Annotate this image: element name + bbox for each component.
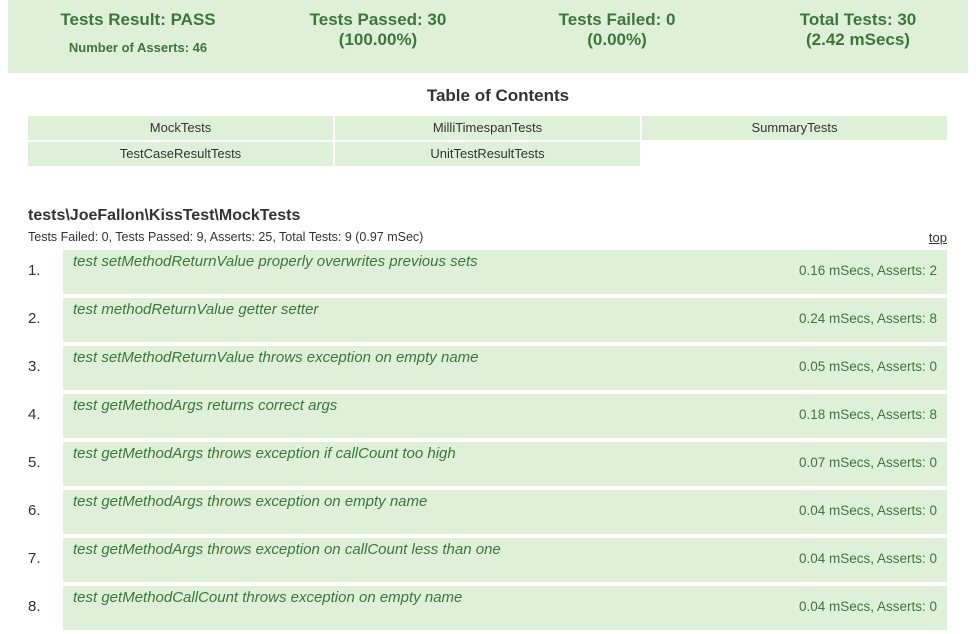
- test-row: 3. test setMethodReturnValue throws exce…: [28, 346, 947, 390]
- toc-link[interactable]: UnitTestResultTests: [335, 142, 640, 166]
- test-number: 7.: [28, 550, 41, 567]
- test-time: 0.04 mSecs, Asserts: 0: [798, 551, 937, 566]
- test-result-box: test methodReturnValue getter setter 0.2…: [63, 298, 947, 342]
- test-number: 2.: [28, 310, 41, 327]
- test-time: 0.18 mSecs, Asserts: 8: [798, 407, 937, 422]
- toc-link[interactable]: MilliTimespanTests: [335, 116, 640, 140]
- total-column: Total Tests: 30 (2.42 mSecs): [758, 10, 958, 50]
- test-result-box: test getMethodArgs throws exception on c…: [63, 538, 947, 582]
- test-name: test getMethodArgs throws exception if c…: [73, 445, 456, 462]
- failed-percent: (0.00%): [587, 30, 647, 49]
- test-number: 8.: [28, 598, 41, 615]
- test-result-box: test setMethodReturnValue properly overw…: [63, 250, 947, 294]
- test-number: 5.: [28, 454, 41, 471]
- test-time: 0.24 mSecs, Asserts: 8: [798, 311, 937, 326]
- toc-title: Table of Contents: [426, 86, 570, 105]
- test-row: 2. test methodReturnValue getter setter …: [28, 298, 947, 342]
- test-name: test getMethodCallCount throws exception…: [73, 589, 463, 606]
- test-time: 0.04 mSecs, Asserts: 0: [798, 503, 937, 518]
- passed-column: Tests Passed: 30 (100.00%): [278, 10, 478, 50]
- toc-link[interactable]: TestCaseResultTests: [28, 142, 333, 166]
- test-time: 0.04 mSecs, Asserts: 0: [798, 599, 937, 614]
- test-number: 3.: [28, 358, 41, 375]
- test-row: 7. test getMethodArgs throws exception o…: [28, 538, 947, 582]
- total-tests: Total Tests: 30: [799, 10, 917, 29]
- test-number: 6.: [28, 502, 41, 519]
- test-row: 5. test getMethodArgs throws exception i…: [28, 442, 947, 486]
- test-row: 1. test setMethodReturnValue properly ov…: [28, 250, 947, 294]
- test-time: 0.07 mSecs, Asserts: 0: [798, 455, 937, 470]
- failed-column: Tests Failed: 0 (0.00%): [517, 10, 717, 50]
- test-name: test getMethodArgs throws exception on e…: [73, 493, 428, 510]
- tests-result: Tests Result: PASS: [60, 10, 216, 29]
- test-time: 0.16 mSecs, Asserts: 2: [798, 263, 937, 278]
- test-result-box: test getMethodArgs throws exception on e…: [63, 490, 947, 534]
- test-number: 1.: [28, 262, 41, 279]
- result-column: Tests Result: PASS Number of Asserts: 46: [38, 10, 238, 58]
- test-result-box: test getMethodArgs throws exception if c…: [63, 442, 947, 486]
- top-link[interactable]: top: [928, 230, 947, 245]
- asserts-count: Number of Asserts: 46: [68, 40, 208, 55]
- toc-link[interactable]: MockTests: [28, 116, 333, 140]
- test-number: 4.: [28, 406, 41, 423]
- test-result-box: test getMethodArgs returns correct args …: [63, 394, 947, 438]
- tests-failed: Tests Failed: 0: [558, 10, 676, 29]
- total-time: (2.42 mSecs): [806, 30, 910, 49]
- summary-panel: Tests Result: PASS Number of Asserts: 46…: [8, 0, 968, 73]
- toc-link[interactable]: SummaryTests: [642, 116, 947, 140]
- section-title: tests\JoeFallon\KissTest\MockTests: [28, 207, 301, 224]
- test-name: test setMethodReturnValue throws excepti…: [73, 349, 479, 366]
- test-name: test methodReturnValue getter setter: [73, 301, 319, 318]
- section-summary: Tests Failed: 0, Tests Passed: 9, Assert…: [28, 230, 424, 244]
- test-row: 8. test getMethodCallCount throws except…: [28, 586, 947, 630]
- test-name: test getMethodArgs throws exception on c…: [73, 541, 501, 558]
- test-name: test getMethodArgs returns correct args: [73, 397, 338, 414]
- test-row: 6. test getMethodArgs throws exception o…: [28, 490, 947, 534]
- test-result-box: test setMethodReturnValue throws excepti…: [63, 346, 947, 390]
- passed-percent: (100.00%): [338, 30, 418, 49]
- test-time: 0.05 mSecs, Asserts: 0: [798, 359, 937, 374]
- test-name: test setMethodReturnValue properly overw…: [73, 253, 478, 270]
- tests-passed: Tests Passed: 30: [309, 10, 447, 29]
- test-result-box: test getMethodCallCount throws exception…: [63, 586, 947, 630]
- test-row: 4. test getMethodArgs returns correct ar…: [28, 394, 947, 438]
